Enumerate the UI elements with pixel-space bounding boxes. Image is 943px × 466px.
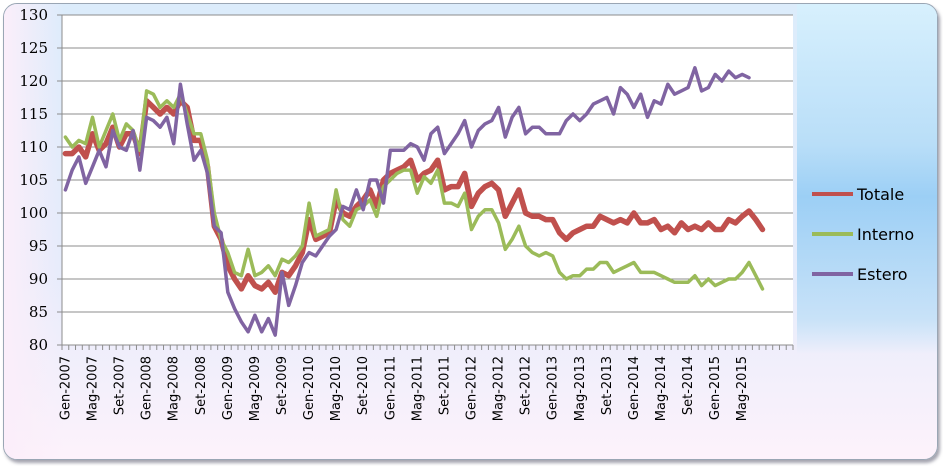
x-tick-label: Mag-2010 (329, 356, 344, 421)
x-tick-label: Gen-2008 (140, 356, 155, 420)
legend: Totale Interno Estero (812, 185, 914, 284)
x-tick-label: Mag-2008 (167, 356, 182, 421)
legend-item-interno: Interno (812, 225, 914, 244)
y-tick-label: 110 (19, 138, 48, 156)
y-tick-label: 125 (19, 39, 48, 57)
x-tick-label: Set-2011 (437, 356, 452, 415)
x-tick-label: Gen-2011 (383, 356, 398, 420)
frame-glow (4, 4, 64, 459)
x-tick-label: Set-2014 (681, 356, 696, 415)
x-tick-label: Gen-2015 (708, 356, 723, 420)
legend-label-interno: Interno (857, 225, 914, 244)
x-tick-label: Set-2008 (194, 356, 209, 415)
y-tick-label: 85 (29, 303, 48, 321)
x-tick-label: Set-2013 (600, 356, 615, 415)
y-tick-label: 120 (19, 72, 48, 90)
x-tick-label: Mag-2015 (735, 356, 750, 421)
y-tick-label: 105 (19, 171, 48, 189)
legend-label-totale: Totale (856, 185, 904, 204)
gridlines (62, 14, 793, 313)
x-tick-label: Set-2012 (519, 356, 534, 415)
y-tick-label: 100 (19, 204, 48, 222)
legend-item-estero: Estero (812, 265, 908, 284)
x-tick-label: Set-2009 (275, 356, 290, 415)
x-tick-label: Mag-2011 (410, 356, 425, 421)
x-tick-label: Gen-2010 (302, 356, 317, 420)
series-lines (62, 66, 766, 337)
x-tick-label: Mag-2013 (573, 356, 588, 421)
x-tick-label: Gen-2012 (464, 356, 479, 420)
x-tick-label: Mag-2012 (492, 356, 507, 421)
x-tick-label: Mag-2009 (248, 356, 263, 421)
legend-panel-background (797, 4, 937, 354)
x-tick-label: Mag-2007 (85, 356, 100, 421)
x-tick-label: Set-2010 (356, 356, 371, 415)
x-tick-label: Gen-2014 (627, 356, 642, 420)
x-tick-label: Set-2007 (113, 356, 128, 415)
y-tick-label: 115 (19, 105, 48, 123)
y-tick-label: 130 (19, 6, 48, 24)
legend-item-totale: Totale (812, 185, 904, 204)
y-tick-label: 90 (29, 270, 48, 288)
legend-label-estero: Estero (857, 265, 908, 284)
x-tick-label: Mag-2014 (654, 356, 669, 421)
x-tick-label: Gen-2007 (58, 356, 73, 420)
series-line-estero (63, 66, 751, 337)
y-tick-label: 80 (29, 336, 48, 354)
x-tick-label: Gen-2009 (221, 356, 236, 420)
x-tick-label: Gen-2013 (546, 356, 561, 420)
y-axis: 80 85 90 95 100 105 110 115 120 125 130 (19, 6, 63, 354)
y-tick-label: 95 (29, 237, 48, 255)
x-axis: Gen-2007 Mag-2007 Set-2007 Gen-2008 Mag-2008… (58, 344, 794, 421)
